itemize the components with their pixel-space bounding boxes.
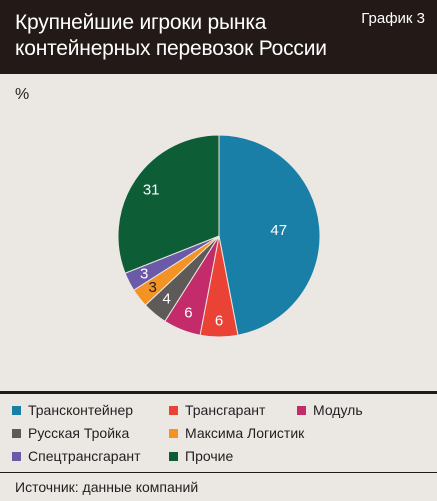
pie-label-russkaya-troyka: 4	[163, 291, 171, 308]
pie-label-spectransgarant: 3	[140, 266, 148, 283]
pie-label-maksima-logistik: 3	[148, 279, 156, 296]
pie-label-transgarant: 6	[215, 313, 223, 330]
legend-item-transgarant: Трансгарант	[169, 399, 265, 422]
legend-label-transgarant: Трансгарант	[185, 402, 266, 418]
legend-label-russkaya-troyka: Русская Тройка	[28, 425, 130, 441]
legend-item-prochie: Прочие	[169, 445, 233, 468]
legend-item-maksima-logistik: Максима Логистик	[169, 422, 304, 445]
pie-slice-transcontainer	[218, 134, 321, 336]
chart-title-line-1: Крупнейшие игроки рынка	[15, 11, 267, 34]
pie-slice-prochie	[117, 134, 220, 274]
legend-swatch-russkaya-troyka	[12, 429, 21, 438]
legend-label-spectransgarant: Спецтрансгарант	[28, 448, 141, 464]
legend-item-transcontainer: Трансконтейнер	[12, 399, 133, 422]
source-note: Источник: данные компаний	[15, 479, 199, 495]
pie-label-modul: 6	[184, 305, 192, 322]
chart-footer: Источник: данные компаний	[0, 472, 437, 501]
legend-label-prochie: Прочие	[185, 448, 234, 464]
pie-slices	[117, 134, 321, 338]
legend-swatch-modul	[297, 406, 306, 415]
chart-title-line-2: контейнерных перевозок России	[15, 37, 327, 60]
legend-swatch-spectransgarant	[12, 452, 21, 461]
legend-label-modul: Модуль	[313, 402, 363, 418]
legend-divider	[0, 391, 437, 394]
legend-swatch-maksima-logistik	[169, 429, 178, 438]
legend-item-spectransgarant: Спецтрансгарант	[12, 445, 141, 468]
chart-number: График 3	[361, 10, 425, 27]
legend-swatch-transcontainer	[12, 406, 21, 415]
legend-item-modul: Модуль	[297, 399, 363, 422]
legend-label-transcontainer: Трансконтейнер	[28, 402, 134, 418]
legend-swatch-prochie	[169, 452, 178, 461]
legend-swatch-transgarant	[169, 406, 178, 415]
chart-title: Крупнейшие игроки рынка контейнерных пер…	[15, 10, 345, 62]
legend-label-maksima-logistik: Максима Логистик	[185, 425, 305, 441]
chart-header: Крупнейшие игроки рынка контейнерных пер…	[0, 0, 437, 74]
legend-item-russkaya-troyka: Русская Тройка	[12, 422, 129, 445]
pie-label-transcontainer: 47	[270, 222, 287, 239]
pie-label-prochie: 31	[143, 181, 160, 198]
unit-label: %	[15, 86, 30, 103]
